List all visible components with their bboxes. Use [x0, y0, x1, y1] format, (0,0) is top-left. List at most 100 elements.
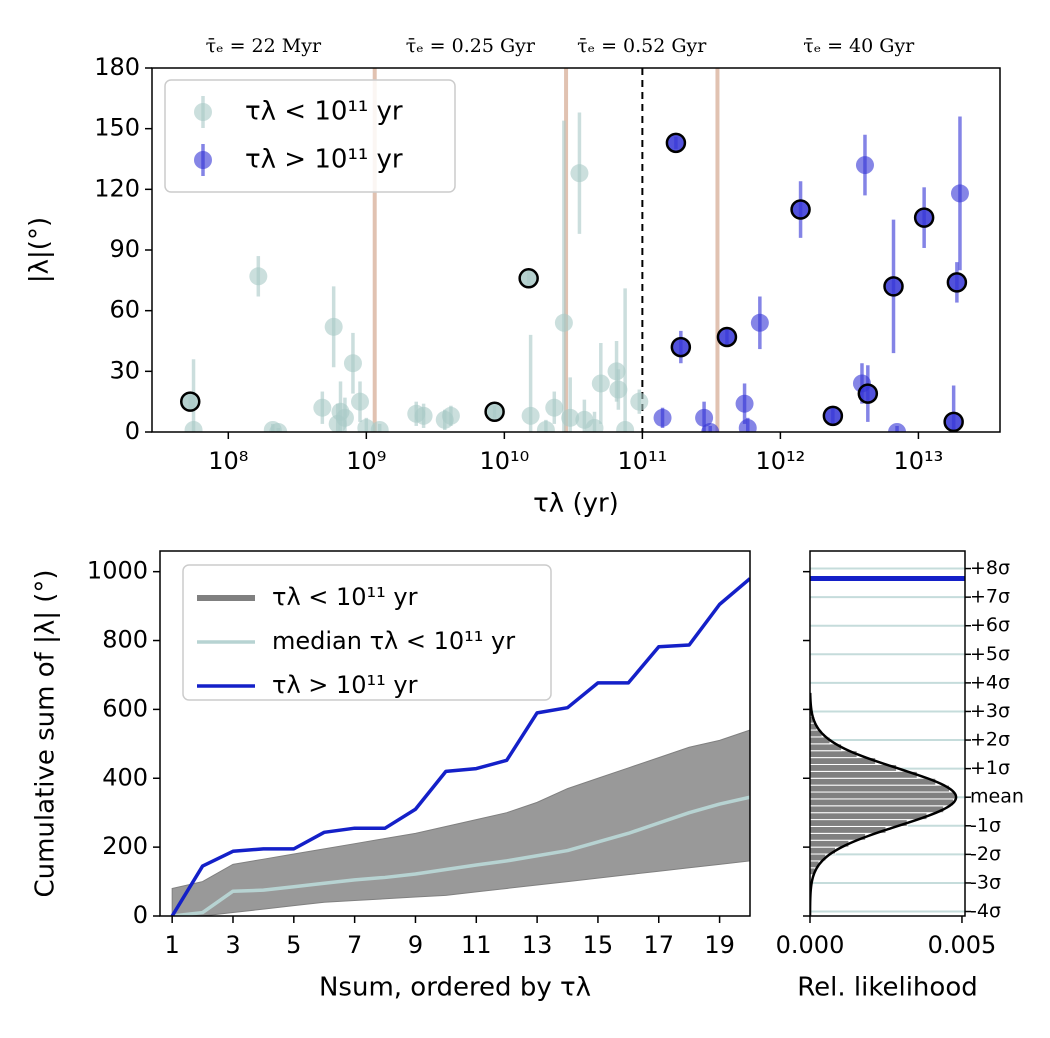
y-tick-label: -3σ	[970, 871, 1001, 893]
point	[554, 313, 573, 332]
point	[561, 408, 580, 427]
y-tick-label: +8σ	[970, 557, 1010, 579]
x-tick-label: 5	[286, 931, 301, 959]
point	[343, 354, 362, 373]
legend-label: τλ < 10¹¹ yr	[245, 97, 403, 127]
bar	[810, 770, 918, 779]
bar	[810, 791, 957, 800]
point	[950, 184, 969, 203]
point	[441, 406, 460, 425]
y-tick-label: 200	[102, 832, 148, 860]
point	[822, 405, 844, 427]
legend-box	[182, 564, 552, 701]
point	[750, 313, 769, 332]
point	[609, 380, 628, 399]
point	[484, 401, 505, 423]
y-tick-label: +4σ	[970, 671, 1010, 693]
y-tick-label: -4σ	[970, 900, 1001, 922]
x-tick-label: 11	[461, 931, 492, 959]
y-tick-label: -1σ	[970, 814, 1001, 836]
x-tick-label: 10⁸	[208, 447, 248, 475]
point	[883, 276, 904, 297]
y-tick-label: +2σ	[970, 729, 1010, 751]
point	[351, 392, 370, 411]
point	[943, 411, 964, 432]
point	[738, 418, 757, 432]
x-axis-label: Nsum, ordered by τλ	[319, 973, 591, 1003]
point	[665, 132, 687, 154]
y-tick-label: 800	[102, 626, 148, 654]
point	[670, 336, 692, 358]
line	[170, 577, 750, 916]
annotation: τ̄ₑ = 0.52 Gyr	[577, 35, 707, 57]
y-tick-label: +7σ	[970, 586, 1010, 608]
point	[653, 408, 672, 427]
bar	[810, 805, 945, 814]
y-axis-label: |λ|(°)	[25, 217, 55, 283]
y-tick-label: +3σ	[970, 700, 1010, 722]
point	[249, 267, 268, 286]
legend-label: τλ > 10¹¹ yr	[272, 671, 418, 699]
point	[607, 362, 626, 381]
point	[695, 408, 714, 427]
y-tick-label: 400	[102, 763, 148, 791]
legend-label: τλ > 10¹¹ yr	[245, 145, 403, 175]
x-tick-label: 10¹¹	[617, 447, 667, 475]
point	[179, 391, 201, 412]
axes-frame	[809, 550, 966, 917]
x-tick-label: 10⁹	[346, 447, 386, 475]
point	[536, 420, 555, 432]
bar	[810, 798, 954, 807]
y-tick-label: 0	[125, 417, 140, 445]
point	[735, 394, 754, 413]
x-axis-label: Rel. likelihood	[797, 973, 977, 1003]
point	[324, 317, 343, 336]
annotation: τ̄ₑ = 22 Myr	[206, 35, 322, 57]
point	[616, 420, 635, 432]
y-tick-label: 150	[94, 114, 140, 142]
y-tick-label: +6σ	[970, 614, 1010, 636]
x-tick-label: 0.005	[928, 931, 997, 959]
x-tick-label: 17	[643, 931, 674, 959]
annotation: τ̄ₑ = 0.25 Gyr	[406, 35, 536, 57]
fit-curve	[810, 692, 958, 916]
bar	[810, 812, 928, 821]
x-tick-label: 10¹⁰	[479, 447, 529, 475]
legend-marker	[194, 151, 212, 169]
y-tick-label: 180	[94, 53, 140, 81]
plot-area	[810, 567, 965, 916]
annotation: τ̄ₑ = 40 Gyr	[803, 35, 915, 57]
y-tick-label: 0	[133, 901, 148, 929]
bar	[810, 819, 908, 827]
point	[790, 199, 811, 220]
point	[269, 423, 288, 432]
legend-label: median τλ < 10¹¹ yr	[272, 627, 515, 655]
x-tick-label: 15	[583, 931, 614, 959]
x-tick-label: 3	[225, 931, 240, 959]
point	[414, 406, 433, 425]
point	[521, 406, 540, 425]
y-tick-label: +1σ	[970, 757, 1010, 779]
y-tick-label: 600	[102, 694, 148, 722]
point	[716, 326, 738, 348]
x-tick-label: 10¹³	[894, 447, 944, 475]
x-tick-label: 9	[408, 931, 423, 959]
point	[545, 398, 564, 417]
point	[570, 164, 589, 183]
y-tick-label: -2σ	[970, 843, 1001, 865]
point	[313, 398, 332, 417]
x-tick-label: 13	[522, 931, 553, 959]
y-tick-label: mean	[970, 786, 1024, 808]
legend-marker	[194, 103, 212, 121]
point	[913, 207, 935, 228]
plot-area	[179, 68, 969, 432]
axes-frame	[159, 550, 751, 917]
legend-box	[164, 79, 456, 193]
legend-label: τλ < 10¹¹ yr	[272, 583, 418, 611]
point	[630, 392, 649, 411]
y-tick-label: 1000	[87, 557, 148, 585]
point	[888, 423, 907, 432]
y-tick-label: 90	[109, 235, 140, 263]
line	[171, 795, 750, 916]
